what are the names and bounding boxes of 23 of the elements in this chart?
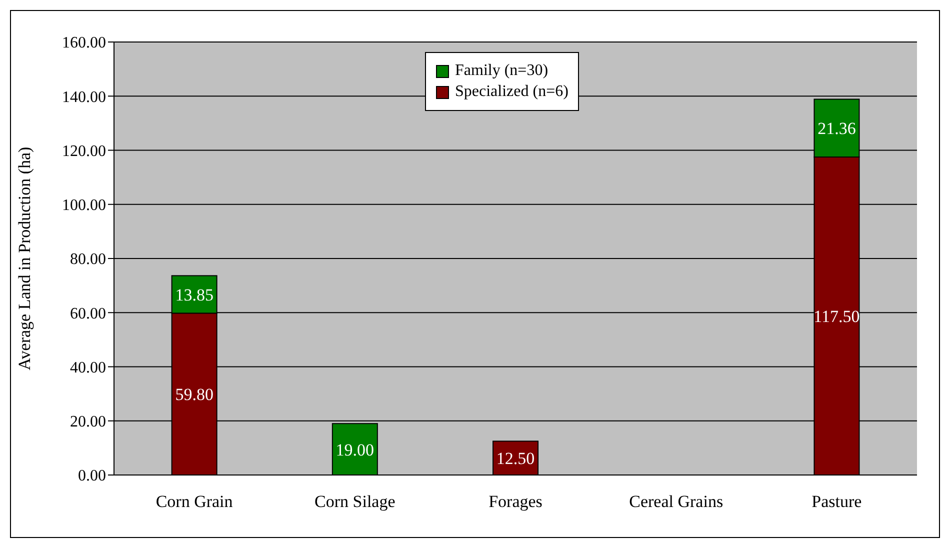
y-tick-label: 0.00 (78, 468, 106, 485)
y-tick-label: 160.00 (62, 34, 106, 52)
y-tick-label: 20.00 (70, 414, 106, 431)
x-tick-label: Pasture (812, 492, 862, 512)
x-tick-label: Forages (488, 492, 542, 512)
y-tick-label: 60.00 (70, 305, 106, 322)
data-label: 21.36 (818, 119, 856, 138)
y-tick-label: 80.00 (70, 251, 106, 268)
y-tick-label: 40.00 (70, 359, 106, 376)
data-label: 12.50 (496, 449, 535, 468)
y-tick-label: 140.00 (62, 88, 106, 106)
x-tick-label: Cereal Grains (629, 492, 724, 512)
x-tick-label: Corn Silage (314, 492, 396, 512)
data-label: 13.85 (175, 285, 214, 304)
y-tick-label: 100.00 (62, 197, 106, 214)
data-label: 59.80 (175, 385, 214, 404)
legend-label: Specialized (n=6) (455, 83, 568, 101)
data-label: 19.00 (336, 440, 374, 460)
data-label: 117.50 (814, 307, 860, 326)
y-axis-title: Average Land in Production (ha) (15, 146, 34, 370)
x-tick-label: Corn Grain (156, 492, 234, 512)
y-tick-label: 120.00 (62, 142, 106, 160)
legend-label: Family (n=30) (455, 62, 548, 80)
